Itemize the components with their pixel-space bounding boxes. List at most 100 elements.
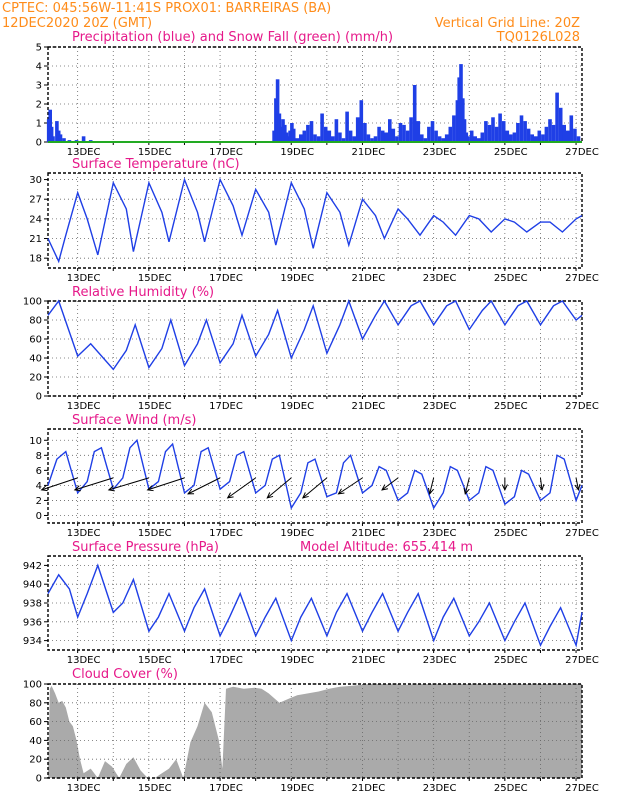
x-tick-label: 19DEC: [280, 147, 314, 158]
wind-arrow-head: [40, 485, 48, 492]
x-tick-label: 19DEC: [280, 655, 314, 666]
precipitation-plot: 0 1 2 3 4 5 13DEC 15DEC 17DEC 19DEC 21DEC 23DEC 25DE…: [36, 43, 599, 159]
precip-bar: [402, 124, 406, 142]
y-tick-label: 100: [23, 680, 42, 691]
header-grid-note: Vertical Grid Line: 20Z: [435, 16, 580, 31]
panel-temperature: Surface Temperature (nC) 18 21 24 27 30 13DEC…: [29, 157, 599, 284]
precip-bar: [370, 138, 374, 142]
wind-arrow-head: [337, 488, 345, 495]
precip-bar: [323, 126, 328, 142]
precip-bar: [55, 121, 59, 142]
x-tick-label: 13DEC: [67, 401, 101, 412]
wind-arrow-head: [501, 484, 508, 492]
y-tick-label: 100: [23, 297, 42, 308]
precip-bar: [537, 130, 542, 142]
x-tick-label: 25DEC: [494, 655, 528, 666]
humidity-plot: 0 20 40 60 80 100 13DEC 15DEC 17DEC 19DEC 21DEC 23D…: [23, 297, 599, 413]
precip-bar: [530, 134, 534, 142]
y-tick-label: 1: [36, 119, 42, 130]
y-tick-label: 3: [36, 81, 42, 92]
precip-bar: [49, 126, 54, 142]
precip-bar: [299, 134, 303, 142]
precip-bar: [420, 134, 424, 142]
x-tick-label: 13DEC: [67, 783, 101, 794]
precip-bar: [452, 115, 456, 142]
precip-bar: [566, 130, 570, 142]
plot-frame: [47, 428, 583, 524]
y-tick-label: 0: [36, 138, 42, 149]
x-tick-label: 21DEC: [352, 528, 386, 539]
y-tick-label: 4: [36, 481, 42, 492]
precip-bar: [302, 130, 307, 142]
precip-bar: [331, 136, 335, 142]
precip-bar: [272, 130, 276, 142]
precip-bar: [494, 126, 499, 142]
y-tick-label: 8: [36, 451, 42, 462]
precip-bar: [320, 113, 324, 142]
panel-humidity: Relative Humidity (%) 0 20 40 60 80 100 13DEC 1…: [23, 285, 599, 412]
y-tick-label: 2: [36, 100, 42, 111]
precip-bar: [484, 121, 488, 142]
wind-arrow: [338, 477, 363, 495]
precip-bar: [48, 109, 52, 142]
x-tick-label: 17DEC: [209, 655, 243, 666]
precip-bar: [306, 124, 310, 142]
precip-bar: [523, 121, 527, 142]
precip-bar: [466, 136, 470, 142]
y-tick-label: 30: [29, 175, 42, 186]
pressure-plot: 934 936 938 940 942 13DEC 15DEC 17DEC 19DEC 21DEC…: [23, 555, 599, 666]
precip-bar: [477, 138, 481, 142]
x-tick-label: 13DEC: [67, 273, 101, 284]
x-tick-label: 13DEC: [67, 147, 101, 158]
x-tick-label: 13DEC: [67, 528, 101, 539]
wind-arrow: [381, 477, 399, 491]
panel-wind: Surface Wind (m/s) 0 2 4 6 8 10 13DEC 15DEC 17DE…: [29, 413, 599, 539]
precip-bar: [380, 130, 385, 142]
precip-bar: [295, 138, 299, 142]
precip-bar: [405, 130, 410, 142]
wind-arrow: [227, 477, 256, 499]
precip-bar: [441, 138, 445, 142]
model-altitude: Model Altitude: 655.414 m: [300, 540, 473, 555]
y-tick-label: 40: [29, 354, 42, 365]
precip-bar: [541, 134, 545, 142]
x-tick-label: 27DEC: [565, 401, 599, 412]
wind-arrow: [464, 477, 470, 495]
temperature-plot: 18 21 24 27 30 13DEC 15DEC 17DEC 19DEC 21DEC 23DEC…: [29, 172, 599, 284]
precip-bar: [498, 113, 502, 142]
x-tick-label: 25DEC: [494, 401, 528, 412]
wind-arrow: [147, 477, 185, 491]
precip-bar: [377, 126, 381, 142]
x-tick-label: 17DEC: [209, 401, 243, 412]
x-tick-label: 15DEC: [138, 273, 172, 284]
wind-arrow: [266, 477, 292, 499]
precip-bar: [512, 132, 517, 142]
precip-bar: [363, 123, 367, 142]
x-tick-label: 21DEC: [352, 655, 386, 666]
x-tick-label: 19DEC: [280, 528, 314, 539]
plot-frame: [47, 683, 583, 779]
header: CPTEC: 045:56W-11:41S PROX01: BARREIRAS …: [2, 1, 580, 45]
x-tick-label: 21DEC: [352, 273, 386, 284]
precip-bar: [416, 121, 421, 142]
x-tick-label: 23DEC: [423, 147, 457, 158]
y-tick-label: 20: [29, 373, 42, 384]
y-tick-label: 0: [36, 392, 42, 403]
precip-bar: [473, 136, 477, 142]
x-tick-label: 17DEC: [209, 147, 243, 158]
y-tick-label: 60: [29, 335, 42, 346]
precip-bar: [437, 136, 442, 142]
wind-arrow-head: [301, 492, 309, 499]
wind-speed-line: [47, 438, 583, 510]
wind-arrow-head: [107, 485, 115, 492]
precip-bar: [291, 128, 296, 142]
y-tick-label: 6: [36, 466, 42, 477]
precip-bar: [313, 134, 317, 142]
precip-bar: [395, 136, 399, 142]
humidity-line: [47, 298, 583, 371]
x-tick-label: 27DEC: [565, 783, 599, 794]
temperature-line: [47, 177, 583, 264]
y-tick-label: 27: [29, 195, 42, 206]
precip-bar: [562, 124, 566, 142]
